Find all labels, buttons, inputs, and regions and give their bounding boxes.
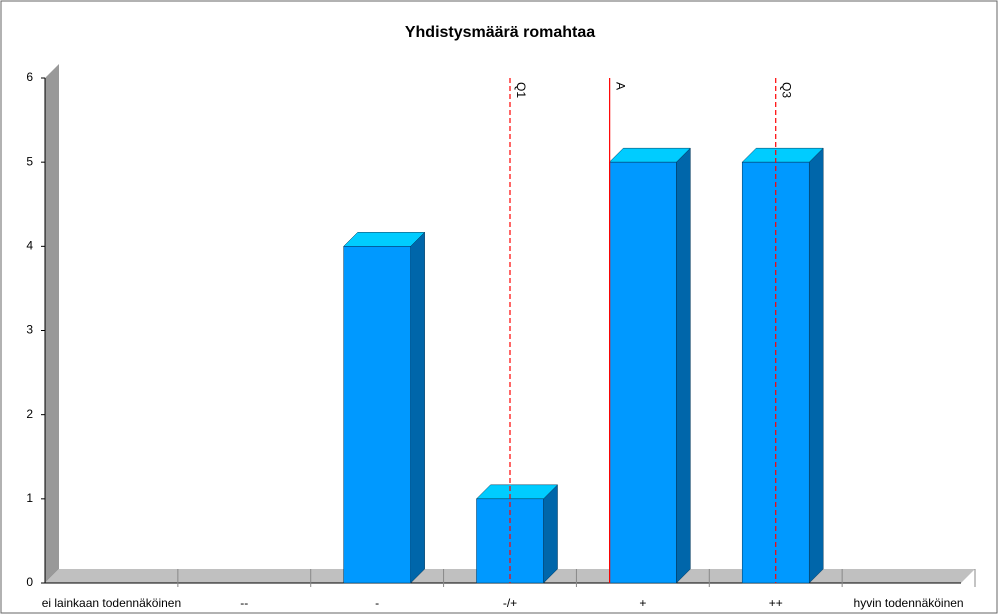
x-tick-label: hyvin todennäköinen — [854, 596, 964, 610]
y-tick-label: 2 — [26, 407, 33, 421]
marker-label: Q3 — [780, 82, 794, 98]
y-tick-label: 0 — [26, 575, 33, 589]
bar-top — [475, 484, 559, 500]
bar-side — [808, 147, 824, 584]
bar — [475, 484, 559, 584]
bar-top — [741, 147, 824, 163]
bar-front — [343, 246, 411, 584]
bar — [343, 231, 426, 584]
y-tick-label: 4 — [26, 239, 33, 253]
bar-side — [543, 484, 558, 584]
bar — [741, 147, 824, 584]
x-tick-label: ++ — [769, 596, 783, 610]
x-tick-label: + — [639, 596, 646, 610]
y-tick-label: 6 — [26, 70, 33, 84]
marker-label: A — [613, 82, 627, 90]
y-tick-label: 3 — [26, 323, 33, 337]
x-tick-label: -- — [240, 596, 248, 610]
bar-front — [609, 161, 677, 584]
bar-side — [410, 231, 425, 584]
bar-side — [676, 147, 691, 584]
x-tick-label: -/+ — [503, 596, 517, 610]
bar — [608, 147, 691, 584]
chart-title: Yhdistysmäärä romahtaa — [405, 24, 595, 41]
side-wall — [45, 64, 59, 583]
y-tick-label: 1 — [26, 491, 33, 505]
bar-top — [343, 232, 426, 247]
bar-top — [608, 147, 691, 163]
marker-label: Q1 — [514, 82, 528, 98]
x-tick-label: ei lainkaan todennäköinen — [42, 596, 181, 610]
y-tick-label: 5 — [26, 154, 33, 168]
x-tick-label: - — [375, 596, 379, 610]
